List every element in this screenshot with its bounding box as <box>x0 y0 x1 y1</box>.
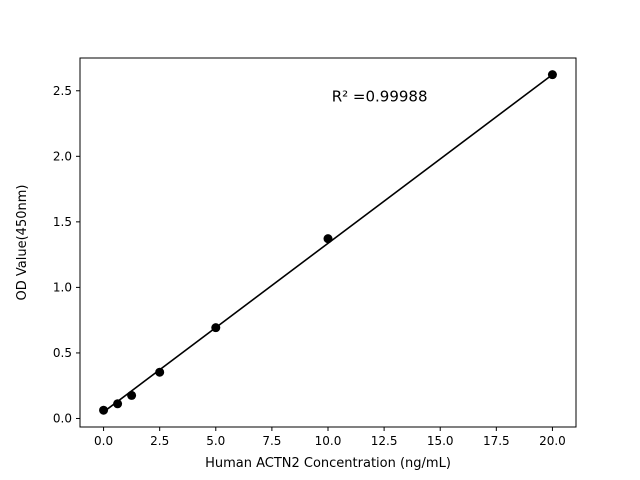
data-point <box>99 405 109 415</box>
x-tick-label: 7.5 <box>262 434 281 448</box>
data-point <box>155 367 165 377</box>
y-tick-label: 2.5 <box>53 84 72 98</box>
x-axis-label: Human ACTN2 Concentration (ng/mL) <box>205 456 451 471</box>
data-point <box>323 234 333 244</box>
y-tick-label: 0.5 <box>53 346 72 360</box>
data-point <box>547 70 557 80</box>
y-tick-label: 2.0 <box>53 149 72 163</box>
x-tick-label: 20.0 <box>539 434 566 448</box>
y-axis-label: OD Value(450nm) <box>15 185 30 301</box>
x-tick-label: 17.5 <box>483 434 510 448</box>
data-points <box>99 70 557 415</box>
x-tick-label: 2.5 <box>150 434 169 448</box>
x-tick-label: 12.5 <box>371 434 398 448</box>
x-tick-label: 15.0 <box>427 434 454 448</box>
x-tick-label: 5.0 <box>206 434 225 448</box>
x-axis: 0.0 2.5 5.0 7.5 10.0 12.5 15.0 17.5 20.0 <box>94 427 566 448</box>
y-tick-label: 0.0 <box>53 411 72 425</box>
x-tick-label: 0.0 <box>94 434 113 448</box>
y-axis: 0.0 0.5 1.0 1.5 2.0 2.5 <box>53 84 80 425</box>
x-tick-label: 10.0 <box>315 434 342 448</box>
y-tick-label: 1.5 <box>53 215 72 229</box>
data-point <box>211 323 221 333</box>
fit-line <box>103 74 553 413</box>
y-tick-label: 1.0 <box>53 280 72 294</box>
data-point <box>113 399 123 409</box>
r-squared-annotation: R² =0.99988 <box>332 87 428 105</box>
data-point <box>127 390 137 400</box>
